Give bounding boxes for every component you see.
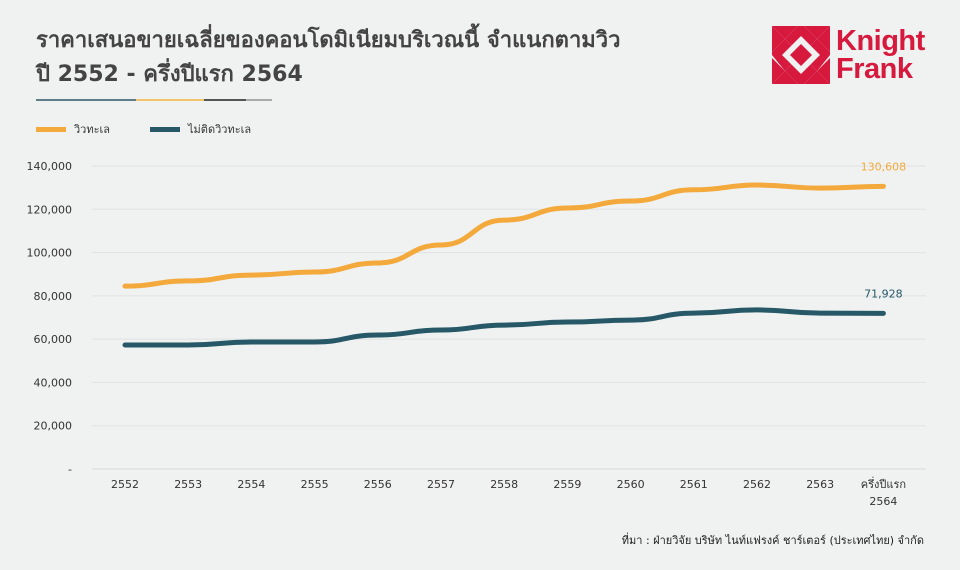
x-tick-label: 2553 — [174, 478, 202, 491]
x-tick-label: 2564 — [869, 495, 897, 508]
end-value-label: 71,928 — [864, 287, 903, 300]
x-tick-label: ครึ่งปีแรก — [861, 476, 906, 491]
x-tick-label: 2560 — [617, 478, 645, 491]
y-tick-label: 140,000 — [27, 160, 73, 173]
logo-text-2: Frank — [836, 53, 913, 85]
logo-text-1: Knight — [836, 25, 925, 57]
series-line-sea-view — [122, 182, 886, 289]
y-tick-label: 40,000 — [34, 376, 73, 389]
end-value-label: 130,608 — [861, 160, 907, 173]
y-tick-label: 60,000 — [34, 333, 73, 346]
title-line-2: ปี 2552 - ครึ่งปีแรก 2564 — [36, 62, 303, 87]
x-tick-label: 2558 — [490, 478, 518, 491]
legend-item-no-sea-view: ไม่ติดวิวทะเล — [150, 120, 251, 138]
legend-label: ไม่ติดวิวทะเล — [188, 123, 252, 136]
x-tick-label: 2559 — [553, 478, 581, 491]
x-tick-label: 2556 — [364, 478, 392, 491]
title-divider — [36, 99, 272, 101]
x-tick-label: 2563 — [806, 478, 834, 491]
series-line-no-sea-view — [122, 307, 886, 348]
chart-title: ราคาเสนอขายเฉลี่ยของคอนโดมิเนียมบริเวณนี… — [36, 24, 621, 92]
legend: วิวทะเล ไม่ติดวิวทะเล — [36, 120, 291, 138]
x-tick-label: 2561 — [680, 478, 708, 491]
y-tick-label: - — [68, 463, 72, 476]
x-tick-label: 2555 — [301, 478, 329, 491]
knight-frank-logo: Knight Frank — [772, 26, 925, 84]
x-tick-label: 2557 — [427, 478, 455, 491]
source-note: ที่มา : ฝ่ายวิจัย บริษัท ไนท์แฟรงค์ ชาร์… — [621, 534, 924, 547]
legend-swatch — [150, 126, 181, 132]
y-tick-label: 20,000 — [34, 420, 73, 433]
y-tick-label: 120,000 — [27, 203, 73, 216]
y-tick-label: 80,000 — [34, 290, 73, 303]
x-tick-label: 2562 — [743, 478, 771, 491]
legend-swatch — [36, 126, 66, 132]
x-tick-label: 2554 — [237, 478, 265, 491]
logo-mark-icon — [772, 26, 830, 84]
y-tick-label: 100,000 — [27, 247, 73, 260]
legend-item-sea-view: วิวทะเล — [36, 120, 110, 138]
x-tick-label: 2552 — [111, 478, 139, 491]
legend-label: วิวทะเล — [74, 123, 111, 136]
title-line-1: ราคาเสนอขายเฉลี่ยของคอนโดมิเนียมบริเวณนี… — [36, 28, 621, 53]
